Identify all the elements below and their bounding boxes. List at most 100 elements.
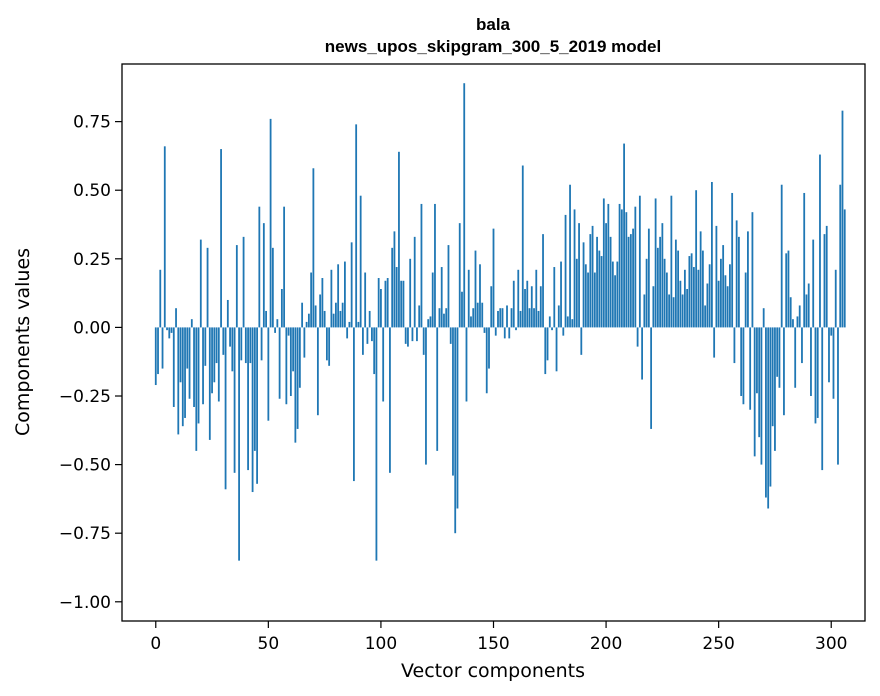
bar-147 bbox=[485, 327, 488, 394]
bar-81 bbox=[337, 264, 340, 328]
bar-96 bbox=[371, 327, 373, 342]
bar-179 bbox=[557, 305, 560, 328]
bar-137 bbox=[463, 83, 466, 328]
bar-series bbox=[154, 83, 846, 561]
bar-203 bbox=[611, 261, 614, 328]
bar-2 bbox=[159, 269, 162, 328]
bar-242 bbox=[699, 231, 702, 328]
bar-250 bbox=[717, 280, 720, 328]
bar-49 bbox=[265, 310, 267, 328]
bar-129 bbox=[445, 308, 448, 328]
bar-70 bbox=[312, 168, 315, 328]
bar-5 bbox=[166, 327, 168, 331]
bar-207 bbox=[620, 209, 623, 328]
bar-259 bbox=[738, 236, 740, 328]
bar-222 bbox=[654, 198, 657, 328]
bar-80 bbox=[334, 302, 337, 328]
bar-19 bbox=[197, 327, 200, 424]
bar-239 bbox=[692, 267, 695, 328]
bar-171 bbox=[539, 286, 542, 328]
bar-169 bbox=[535, 269, 538, 328]
bar-21 bbox=[202, 327, 204, 405]
bar-280 bbox=[785, 253, 788, 328]
bar-60 bbox=[289, 327, 292, 397]
bar-92 bbox=[362, 327, 364, 355]
bar-218 bbox=[645, 258, 648, 328]
bar-201 bbox=[607, 203, 610, 328]
bar-234 bbox=[681, 294, 684, 328]
bar-34 bbox=[231, 327, 234, 372]
bar-164 bbox=[524, 289, 526, 328]
bar-232 bbox=[677, 250, 680, 328]
bar-151 bbox=[494, 327, 497, 336]
bar-136 bbox=[461, 291, 463, 328]
bar-140 bbox=[470, 316, 472, 328]
bar-181 bbox=[562, 327, 565, 336]
bar-41 bbox=[247, 327, 249, 471]
bar-124 bbox=[434, 203, 436, 328]
bar-270 bbox=[762, 308, 765, 328]
bar-188 bbox=[578, 223, 580, 328]
bar-289 bbox=[805, 294, 808, 328]
bar-279 bbox=[783, 327, 785, 416]
bar-296 bbox=[821, 327, 824, 471]
bar-54 bbox=[276, 319, 279, 328]
bar-290 bbox=[807, 283, 810, 328]
bar-25 bbox=[211, 327, 213, 394]
bar-139 bbox=[467, 269, 470, 328]
bar-13 bbox=[184, 327, 186, 418]
bar-248 bbox=[713, 327, 716, 358]
bar-116 bbox=[416, 327, 418, 342]
bar-224 bbox=[659, 236, 662, 328]
bar-47 bbox=[260, 327, 263, 361]
bar-111 bbox=[404, 327, 407, 344]
bar-194 bbox=[591, 225, 594, 328]
x-tick-label: 50 bbox=[258, 634, 280, 654]
bar-165 bbox=[526, 280, 529, 328]
bar-247 bbox=[711, 181, 713, 328]
bar-35 bbox=[233, 327, 236, 473]
bar-126 bbox=[438, 308, 441, 328]
bar-118 bbox=[420, 203, 423, 328]
bar-58 bbox=[285, 327, 288, 405]
bar-106 bbox=[393, 231, 396, 328]
bar-228 bbox=[668, 294, 671, 328]
bar-212 bbox=[632, 228, 634, 328]
bar-152 bbox=[497, 310, 499, 328]
bar-42 bbox=[249, 327, 252, 364]
bar-299 bbox=[828, 327, 830, 383]
bar-231 bbox=[674, 239, 677, 328]
bar-277 bbox=[778, 327, 781, 388]
bar-256 bbox=[731, 192, 734, 328]
bar-16 bbox=[190, 319, 193, 328]
bar-77 bbox=[328, 327, 331, 366]
bar-79 bbox=[332, 313, 335, 328]
bar-69 bbox=[310, 272, 313, 328]
bar-162 bbox=[519, 310, 522, 328]
bar-48 bbox=[262, 223, 265, 328]
bar-114 bbox=[411, 327, 414, 342]
bar-243 bbox=[701, 250, 704, 328]
bar-217 bbox=[643, 294, 646, 328]
bar-271 bbox=[765, 327, 767, 498]
bar-40 bbox=[244, 327, 247, 364]
bar-268 bbox=[758, 327, 761, 438]
bar-43 bbox=[251, 327, 254, 493]
bar-253 bbox=[724, 275, 727, 328]
bar-71 bbox=[314, 305, 317, 328]
bar-93 bbox=[364, 272, 367, 328]
bar-132 bbox=[452, 327, 454, 476]
bar-133 bbox=[454, 327, 457, 534]
bar-53 bbox=[274, 327, 276, 333]
bar-240 bbox=[695, 190, 698, 328]
x-tick-label: 150 bbox=[477, 634, 509, 654]
bar-8 bbox=[172, 327, 175, 407]
x-tick-label: 300 bbox=[815, 634, 847, 654]
bar-20 bbox=[199, 239, 202, 328]
bar-36 bbox=[235, 245, 238, 328]
bar-209 bbox=[625, 212, 628, 328]
x-axis-label: Vector components bbox=[401, 660, 585, 682]
bar-168 bbox=[533, 308, 535, 328]
bar-192 bbox=[587, 272, 589, 328]
bar-166 bbox=[528, 308, 531, 328]
